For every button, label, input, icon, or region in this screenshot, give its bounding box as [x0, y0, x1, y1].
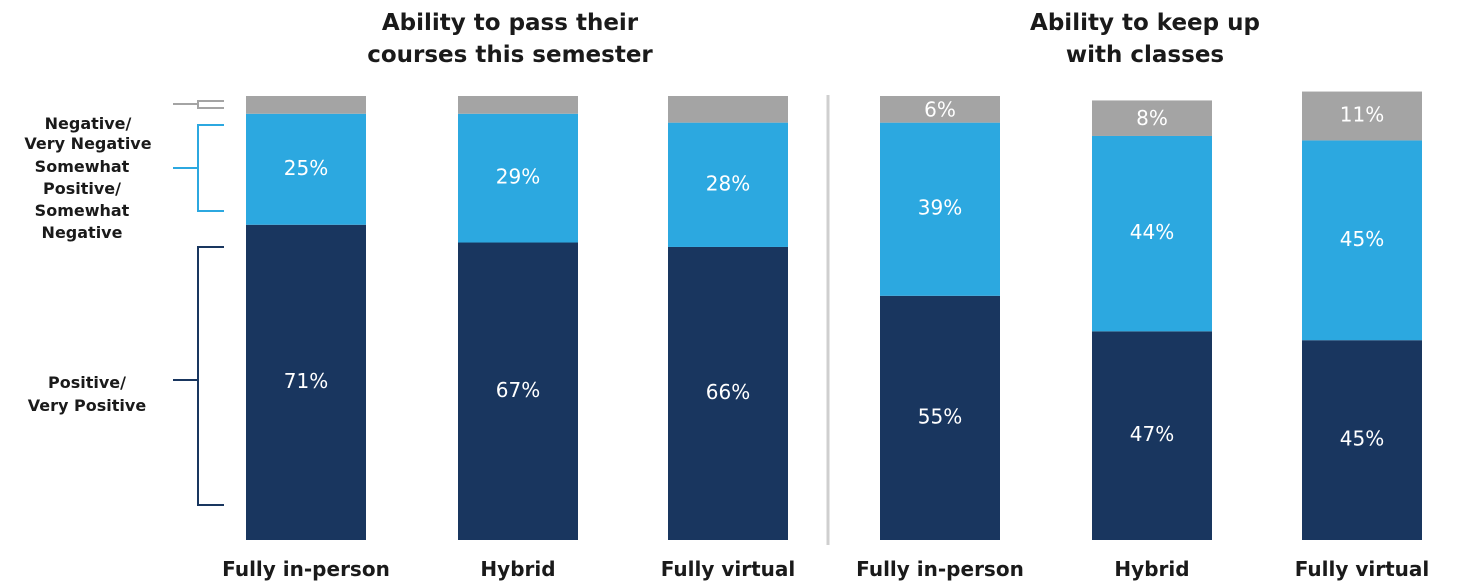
category-label: Fully in-person: [856, 557, 1024, 581]
value-label-somewhat: 25%: [284, 156, 328, 180]
value-label-somewhat: 28%: [706, 171, 750, 195]
bar-segment-negative: [1092, 100, 1212, 136]
bar-segment-somewhat: [668, 122, 788, 247]
category-label: Fully virtual: [661, 557, 796, 581]
bar-segment-negative: [668, 96, 788, 123]
category-label: Hybrid: [480, 557, 555, 581]
legend-somewhat-label-line-2: Positive/: [43, 179, 121, 198]
right-panel-title-line-2: with classes: [1066, 42, 1224, 68]
value-label-positive: 71%: [284, 369, 328, 393]
value-label-positive: 55%: [918, 404, 962, 428]
value-label-somewhat: 45%: [1340, 227, 1384, 251]
legend-bracket-somewhat: [173, 124, 224, 212]
category-label: Fully in-person: [222, 557, 390, 581]
bar-segment-somewhat: [246, 113, 366, 225]
legend-somewhat-label-line-4: Negative: [42, 223, 123, 242]
bar-segment-positive: [246, 224, 366, 540]
value-label-somewhat: 29%: [496, 165, 540, 189]
bar-segment-negative: [880, 96, 1000, 123]
value-label-positive: 66%: [706, 380, 750, 404]
bar-segment-negative: [458, 96, 578, 114]
legend-bracket-negative: [173, 100, 224, 109]
value-label-positive: 45%: [1340, 427, 1384, 451]
bar-segment-negative: [246, 96, 366, 114]
category-label: Fully virtual: [1295, 557, 1430, 581]
bar-segment-positive: [1302, 340, 1422, 540]
bar-segment-positive: [458, 242, 578, 540]
value-label-somewhat: 44%: [1130, 220, 1174, 244]
legend-brackets: [173, 100, 224, 506]
bar-segment-somewhat: [458, 113, 578, 243]
legend-negative-label-line-2: Very Negative: [24, 134, 151, 153]
bar-segment-somewhat: [1302, 140, 1422, 341]
bar-segment-positive: [1092, 331, 1212, 540]
left-panel-title-line-1: Ability to pass their: [382, 10, 639, 36]
value-label-negative: 8%: [1136, 106, 1168, 130]
legend-somewhat-label-line-1: Somewhat: [35, 157, 130, 176]
right-panel-title-line-1: Ability to keep up: [1030, 10, 1260, 36]
bar-segment-somewhat: [880, 122, 1000, 296]
left-panel-title-line-2: courses this semester: [367, 42, 653, 68]
category-labels-layer: Fully in-person Hybrid Fully virtual Fully …: [222, 557, 1429, 581]
legend-somewhat-label-line-3: Somewhat: [35, 201, 130, 220]
bars-layer: 71% 25% 67% 29% 66% 28% 55% 39% 6% 47% 44% 8% 45% 45%…: [246, 91, 1422, 540]
category-label: Hybrid: [1114, 557, 1189, 581]
value-label-positive: 67%: [496, 378, 540, 402]
value-label-somewhat: 39%: [918, 196, 962, 220]
bar-segment-positive: [668, 246, 788, 540]
legend-positive-label-line-1: Positive/: [48, 373, 126, 392]
bar-segment-somewhat: [1092, 135, 1212, 332]
value-label-negative: 11%: [1340, 102, 1384, 126]
legend-negative-label-line-1: Negative/: [45, 114, 132, 133]
value-label-positive: 47%: [1130, 422, 1174, 446]
value-label-negative: 6%: [924, 97, 956, 121]
bar-segment-negative: [1302, 91, 1422, 141]
legend-positive-label-line-2: Very Positive: [28, 396, 147, 415]
legend-bracket-positive: [173, 246, 224, 506]
bar-segment-positive: [880, 295, 1000, 540]
